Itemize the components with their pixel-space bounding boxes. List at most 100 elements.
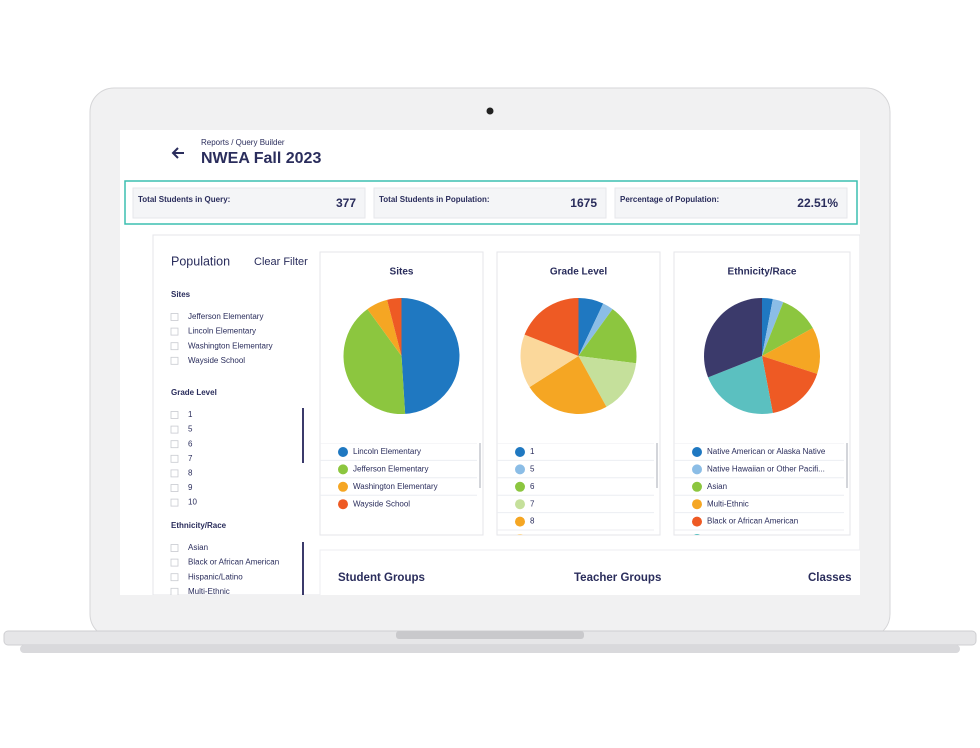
back-arrow[interactable]	[171, 147, 184, 159]
legend-swatch	[692, 464, 702, 475]
pie-slice	[703, 298, 762, 378]
pie-slice	[401, 298, 460, 414]
pie-slice	[387, 298, 402, 356]
legend-swatch	[517, 534, 523, 535]
pie-slice	[578, 309, 637, 364]
checkbox[interactable]	[170, 544, 179, 552]
filter-group-title: Ethnicity/Race	[171, 521, 227, 530]
filter-option: 1	[188, 410, 193, 419]
pie-slice	[520, 334, 579, 388]
legend: Lincoln Elementary Jefferson Elementary Wa…	[320, 443, 477, 510]
chart-title: Ethnicity/Race	[728, 267, 797, 278]
legend-label: Native American or Alaska Native	[707, 447, 826, 456]
filter-group-title: Sites	[171, 290, 191, 299]
base-shadow	[20, 645, 960, 653]
tab[interactable]: Student Groups	[338, 572, 425, 584]
pie-slice	[762, 356, 818, 413]
chart-card: Ethnicity/Race Native American or Alaska …	[673, 251, 851, 536]
filter-title: Population	[171, 254, 230, 268]
legend-swatch	[515, 447, 525, 457]
tabs-card	[319, 549, 860, 595]
legend-swatch	[338, 464, 348, 475]
checkbox[interactable]	[170, 587, 179, 595]
checkbox[interactable]	[170, 454, 179, 463]
stat-card	[132, 187, 366, 219]
stat-card	[614, 187, 848, 219]
chart-card: Sites Lincoln Elementary Jefferson Element…	[319, 251, 484, 536]
filter-option: 9	[188, 483, 193, 492]
legend-label: 6	[530, 482, 535, 491]
legend-label: Multi-Ethnic	[707, 499, 749, 508]
stat-label: Total Students in Population:	[379, 195, 490, 204]
filter-option: 7	[188, 454, 193, 463]
filter-group-title: Grade Level	[171, 388, 217, 397]
legend-label: Asian	[707, 482, 727, 491]
legend-swatch	[694, 534, 700, 535]
checkbox[interactable]	[170, 411, 179, 419]
pie-slice	[524, 298, 579, 356]
filter-option: Asian	[188, 543, 208, 552]
stat-value: 22.51%	[797, 196, 838, 210]
filter-option: 5	[188, 425, 193, 434]
checkbox[interactable]	[170, 327, 179, 336]
checkbox[interactable]	[170, 356, 179, 365]
checkbox[interactable]	[170, 469, 179, 478]
pie-slice	[762, 302, 813, 356]
stat-label: Percentage of Population:	[620, 195, 719, 204]
filter-option: Multi-Ethnic	[188, 587, 230, 596]
filter-option: Hispanic/Latino	[188, 572, 243, 581]
pie-slice	[578, 356, 637, 407]
checkbox[interactable]	[170, 425, 179, 434]
pie-slice	[708, 356, 773, 414]
legend-swatch	[338, 447, 348, 457]
filter-option: Lincoln Elementary	[188, 327, 256, 336]
checkbox[interactable]	[170, 573, 179, 582]
legend-swatch	[692, 499, 702, 510]
legend-swatch	[338, 481, 348, 492]
pie-slice	[762, 299, 784, 356]
checkbox[interactable]	[170, 440, 179, 449]
checkbox[interactable]	[170, 342, 179, 351]
stat-value: 377	[336, 196, 356, 210]
filter-option: 10	[188, 498, 197, 507]
filter-option: 8	[188, 469, 193, 478]
legend: Native American or Alaska Native Native H…	[674, 443, 844, 535]
legend-swatch	[692, 481, 702, 492]
filter-option: Black or African American	[188, 558, 279, 567]
filter-option: Wayside School	[188, 356, 245, 365]
legend-label: Jefferson Elementary	[353, 465, 428, 474]
base-notch	[396, 631, 584, 639]
checkbox[interactable]	[170, 558, 179, 567]
pie-slice	[578, 298, 604, 356]
legend-label: 5	[530, 465, 535, 474]
page-title: NWEA Fall 2023	[201, 150, 321, 167]
stats-frame	[124, 180, 858, 225]
app: Reports / Query Builder NWEA Fall 2023 T…	[124, 138, 860, 596]
filter-option: Washington Elementary	[188, 341, 273, 350]
legend-swatch	[515, 464, 525, 475]
tab[interactable]: Classes	[808, 572, 851, 584]
pie-slice	[762, 298, 773, 356]
filter-option: Jefferson Elementary	[188, 312, 263, 321]
stat-value: 1675	[570, 196, 597, 210]
stat-label: Total Students in Query:	[138, 195, 230, 204]
legend-label: Wayside School	[353, 499, 410, 508]
legend-label: 9	[530, 534, 535, 543]
checkbox[interactable]	[170, 498, 179, 507]
pie-slice	[578, 303, 613, 356]
tab[interactable]: Teacher Groups	[574, 572, 661, 584]
pie-slice	[343, 309, 406, 415]
breadcrumb[interactable]: Reports / Query Builder	[201, 138, 285, 147]
legend-label: 8	[530, 517, 535, 526]
filter-panel: Population Clear Filter Sites Jefferson Ele…	[170, 254, 308, 596]
checkbox[interactable]	[170, 313, 179, 321]
clear-filter[interactable]: Clear Filter	[254, 256, 308, 268]
legend-swatch	[515, 481, 525, 492]
filter-option: 6	[188, 439, 193, 448]
legend-label: Black or African American	[707, 517, 798, 526]
legend-label: 1	[530, 447, 535, 456]
checkbox[interactable]	[170, 484, 179, 492]
legend-swatch	[515, 499, 525, 510]
